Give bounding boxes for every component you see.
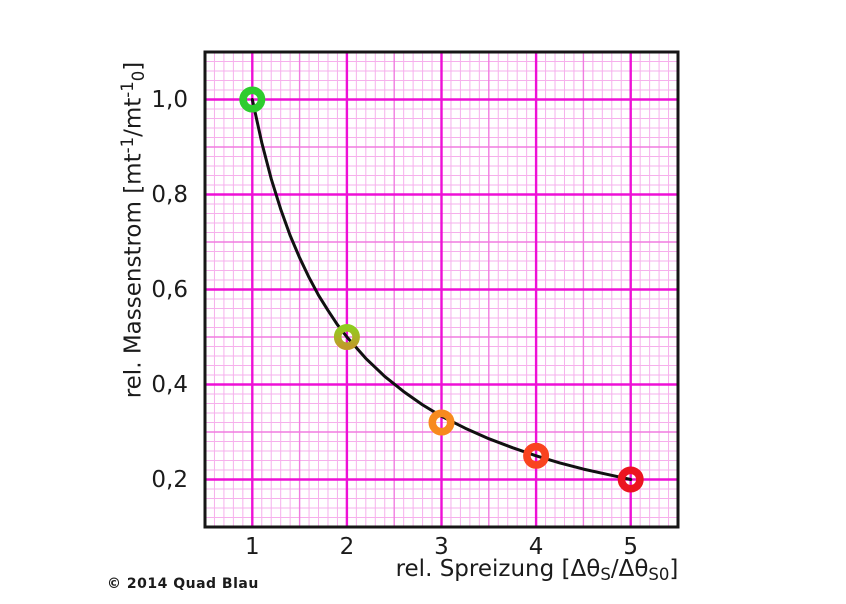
axis-label-segment: S bbox=[600, 564, 611, 584]
copyright-text: © 2014 Quad Blau bbox=[107, 576, 259, 592]
data-point-marker bbox=[333, 323, 360, 350]
axis-label-segment: S0 bbox=[648, 564, 670, 584]
axis-label-segment: rel. Spreizung [ bbox=[395, 556, 571, 583]
x-axis-label: rel. Spreizung [ΔθS/ΔθS0] bbox=[396, 556, 679, 584]
axis-label-segment: ] bbox=[669, 556, 679, 583]
axis-label-segment: -1 bbox=[117, 81, 137, 98]
axis-label-segment: rel. Massenstrom [mt bbox=[120, 153, 147, 399]
axis-label-segment: -1 bbox=[117, 136, 137, 154]
y-axis-label: rel. Massenstrom [mt-1/mt-10] bbox=[118, 62, 148, 399]
axis-label-segment: ] bbox=[120, 61, 147, 71]
data-point-marker bbox=[523, 442, 550, 469]
curve-line bbox=[250, 98, 633, 481]
data-point-marker bbox=[428, 409, 455, 436]
data-point-marker bbox=[239, 86, 266, 113]
axis-label-segment: Δθ bbox=[570, 556, 601, 583]
axis-label-segment: /Δθ bbox=[610, 556, 649, 583]
data-point-marker bbox=[617, 466, 644, 493]
axis-label-segment: /mt bbox=[120, 97, 147, 137]
axis-label-segment: 0 bbox=[129, 70, 149, 82]
plot-border bbox=[203, 50, 680, 529]
